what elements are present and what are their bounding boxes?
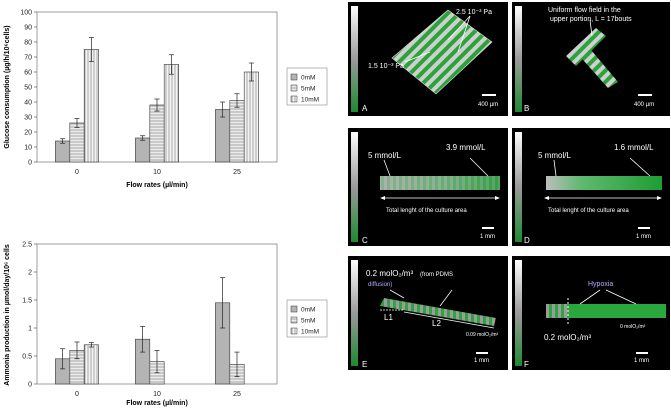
x-tick-label: 10	[153, 391, 161, 398]
panel-b-scale: 400 µm	[634, 102, 654, 108]
legend-label: 5mM	[301, 86, 315, 93]
y-tick-label: 60	[24, 70, 32, 77]
bar-10mM	[83, 49, 99, 163]
panel-c-label-2: 3.9 mmol/L	[446, 143, 486, 152]
panel-f-scale: 1 mm	[634, 358, 649, 364]
panel-f-label-2: 0.2 molO₂/m³	[544, 333, 591, 342]
legend-swatch	[290, 305, 298, 313]
panel-a-scale: 400 µm	[478, 102, 498, 108]
y-tick-label: 2	[28, 270, 32, 277]
panel-e-label-3: diffusion)	[368, 282, 392, 288]
y-tick-label: 90	[24, 25, 32, 32]
panel-a-label-2: 1.5 10⁻³ Pa	[368, 63, 404, 70]
bar-0mM	[135, 137, 151, 163]
legend-label: 0mM	[301, 307, 315, 314]
panel-c-id: C	[362, 236, 368, 245]
bar-5mM	[149, 104, 165, 163]
panel-e-label-6: 0.09 molO₂/m³	[466, 332, 499, 338]
y-tick-label: 1	[28, 326, 32, 333]
legend: 0mM 5mM 10mM	[286, 299, 328, 338]
y-axis-label: Glucose consumption (µg/h/10⁶cells)	[4, 25, 11, 148]
y-axis-label: Ammonia production in µmol/day/10⁶ cells	[4, 244, 11, 386]
panel-e-scale: 1 mm	[474, 358, 489, 364]
bar-10mM	[83, 344, 99, 385]
panel-b: Uniform flow field in the upper portion,…	[512, 2, 670, 116]
panel-d-label-2: 1.6 mmol/L	[614, 143, 654, 152]
y-tick-label: 0	[28, 160, 32, 167]
bar-10mM	[163, 64, 179, 163]
x-tick-label: 25	[233, 391, 241, 398]
y-tick-label: 0	[28, 382, 32, 389]
panel-e-id: E	[362, 360, 367, 369]
panel-c: 5 mmol/L 3.9 mmol/L Total lenght of the …	[348, 128, 508, 246]
y-tick-label: 50	[24, 85, 32, 92]
legend-label: 10mM	[301, 329, 319, 336]
legend: 0mM 5mM 10mM	[286, 67, 328, 106]
panel-f-label-1: Hypoxia	[588, 281, 613, 288]
panel-d-label-3: Total lenght of the culture area	[548, 208, 629, 214]
y-tick-label: 70	[24, 55, 32, 62]
x-tick-label: 10	[153, 169, 161, 176]
panel-f: Hypoxia 0.2 molO₂/m³ 0 molO₂/m³ 1 mm F	[512, 256, 670, 370]
bar-10mM	[243, 71, 259, 163]
panel-d-label-1: 5 mmol/L	[538, 151, 571, 160]
panel-d: 5 mmol/L 1.6 mmol/L Total lenght of the …	[512, 128, 670, 246]
x-axis-label: Flow rates (µl/min)	[126, 182, 188, 189]
panel-b-id: B	[524, 104, 529, 113]
panel-e: 0.2 molO₂/m³ (from PDMS diffusion) L1 L2…	[348, 256, 508, 370]
y-tick-label: 100	[20, 10, 32, 17]
panel-a-id: A	[362, 104, 368, 113]
legend-swatch	[290, 327, 298, 335]
panel-c-label-1: 5 mmol/L	[368, 151, 401, 160]
y-tick-label: 10	[24, 145, 32, 152]
panel-d-scale: 1 mm	[636, 234, 651, 240]
panel-f-id: F	[524, 360, 529, 369]
ammonia-chart: 0 0.5 1 1.5 2 2.5 0 10 25 Ammonia production in …	[4, 242, 328, 407]
legend-swatch	[290, 316, 298, 324]
y-tick-label: 20	[24, 130, 32, 137]
panel-a-label-1: 2.5 10⁻³ Pa	[456, 9, 492, 16]
panel-d-id: D	[524, 236, 530, 245]
simulation-panels: 2.5 10⁻³ Pa 1.5 10⁻³ Pa 400 µm A Uniform…	[348, 2, 670, 370]
y-tick-label: 0.5	[22, 354, 32, 361]
y-tick-label: 30	[24, 115, 32, 122]
panel-e-label-1: 0.2 molO₂/m³	[366, 269, 413, 278]
y-tick-label: 40	[24, 100, 32, 107]
panel-a: 2.5 10⁻³ Pa 1.5 10⁻³ Pa 400 µm A	[348, 2, 508, 116]
panel-f-label-3: 0 molO₂/m³	[620, 324, 646, 330]
bar-0mM	[55, 140, 71, 163]
panel-b-label-2: upper portion, L = 17bouts	[550, 16, 632, 23]
panel-b-label-1: Uniform flow field in the	[548, 7, 621, 14]
panel-c-scale: 1 mm	[480, 234, 495, 240]
x-axis-label: Flow rates (µl/min)	[126, 400, 188, 407]
y-tick-label: 80	[24, 40, 32, 47]
legend-label: 10mM	[301, 97, 319, 104]
legend-label: 0mM	[301, 75, 315, 82]
panel-e-label-2: (from PDMS	[420, 272, 453, 278]
panel-c-label-3: Total lenght of the culture area	[386, 208, 467, 214]
bar-0mM	[215, 109, 231, 163]
x-tick-label: 25	[233, 169, 241, 176]
legend-swatch	[290, 73, 298, 81]
legend-swatch	[290, 84, 298, 92]
bar-5mM	[229, 100, 245, 163]
y-tick-label: 2.5	[22, 242, 32, 249]
glucose-chart: 0 10 20 30 40 50 60 70 80 90 100 0 10 25 Glucose cons…	[4, 10, 328, 189]
y-tick-label: 1.5	[22, 298, 32, 305]
x-tick-label: 0	[75, 391, 79, 398]
bar-5mM	[69, 122, 85, 163]
x-tick-label: 0	[75, 169, 79, 176]
legend-label: 5mM	[301, 318, 315, 325]
panel-e-label-4: L1	[384, 313, 393, 322]
legend-swatch	[290, 95, 298, 103]
panel-e-label-5: L2	[432, 319, 441, 328]
